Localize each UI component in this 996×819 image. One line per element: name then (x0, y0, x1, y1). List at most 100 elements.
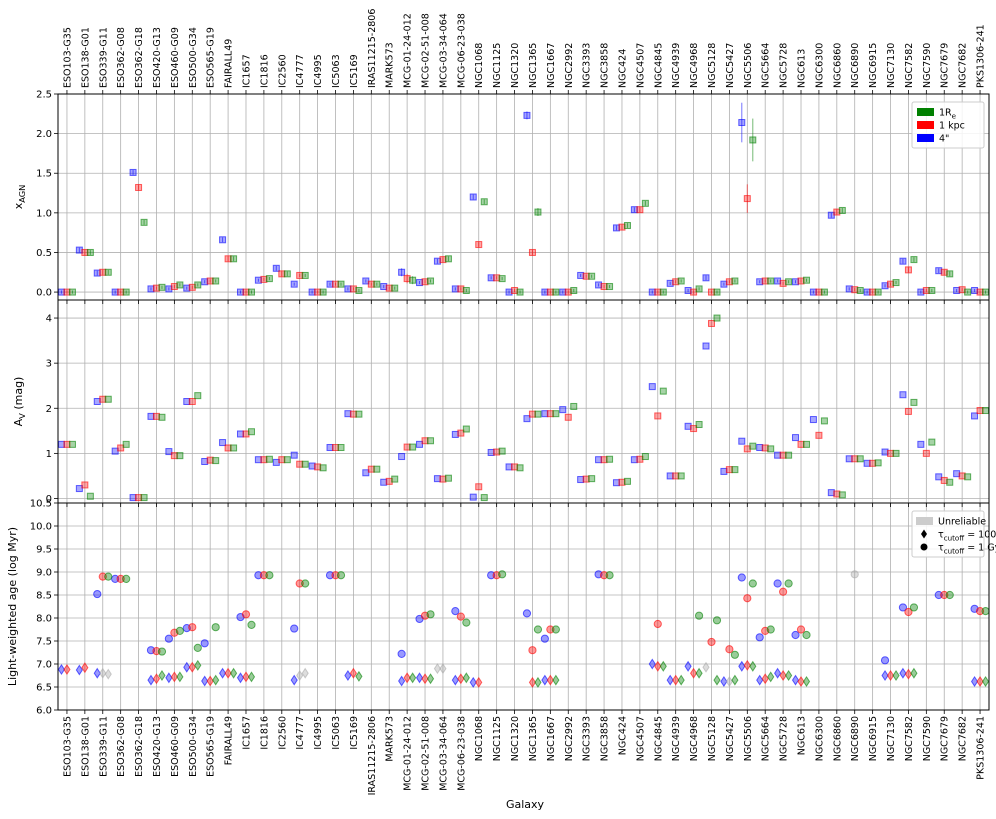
galaxy-label-bottom: NGC613 (797, 716, 808, 755)
age-100myr-1kpc (421, 673, 429, 685)
galaxy-label-bottom: ESO103-G35 (62, 716, 73, 777)
age-1gyr-1Re (301, 579, 310, 588)
legend-label: 4" (939, 134, 949, 145)
data-point-1kpc (654, 412, 662, 420)
data-point-1Re (820, 417, 828, 425)
data-point-1kpc (815, 431, 823, 439)
galaxy-label-top: MCG-01-24-012 (403, 13, 414, 88)
y-axis-label-xagn: xAGN (12, 185, 27, 210)
galaxy-label-top: NGC6915 (868, 43, 879, 88)
y-axis-label-av: AV (mag) (12, 377, 27, 427)
age-100myr-1Re (767, 671, 775, 683)
data-point-1Re (373, 465, 381, 473)
galaxy-label-bottom: NGC7590 (922, 716, 933, 761)
data-point-1Re (552, 288, 560, 296)
data-point-1Re (606, 455, 614, 463)
data-point-1Re (928, 438, 936, 446)
grid (58, 93, 989, 711)
age-1gyr-1kpc (116, 574, 125, 584)
age-1gyr-1Re (104, 572, 113, 581)
age-1gyr-1Re (533, 625, 543, 634)
age-100myr-4arcsec (147, 674, 155, 686)
y-tick-label: 0.0 (36, 288, 52, 299)
data-point-1kpc (528, 248, 536, 256)
age-100myr-1Re (247, 671, 256, 683)
galaxy-label-top: ESO460-G09 (170, 27, 181, 88)
data-point-1Re (337, 280, 345, 288)
age-1gyr-1kpc (653, 619, 662, 629)
age-100myr-4arcsec (702, 661, 710, 673)
data-point-1Re (427, 277, 435, 285)
data-point-4arcsec (129, 168, 137, 176)
data-point-1Re (230, 444, 238, 452)
age-1gyr-4arcsec (254, 571, 263, 580)
data-point-4arcsec (702, 274, 710, 282)
galaxy-label-bottom: IC1816 (259, 716, 270, 750)
galaxy-label-bottom: ESO565-G19 (206, 716, 217, 777)
galaxy-label-top: IC1657 (241, 54, 252, 88)
galaxy-label-bottom: NGC6300 (814, 716, 825, 761)
age-100myr-1kpc (296, 669, 304, 682)
data-point-1Re (534, 410, 542, 418)
y-tick-label: 9.0 (36, 568, 52, 579)
data-point-1kpc (904, 407, 912, 415)
age-1gyr-4arcsec (791, 630, 800, 640)
data-point-1Re (462, 425, 470, 433)
data-point-1Re (516, 288, 524, 296)
age-100myr-1kpc (672, 674, 680, 686)
galaxy-label-top: MCG-02-51-008 (421, 13, 432, 88)
data-point-1Re (606, 283, 614, 291)
data-point-1Re (140, 218, 148, 226)
y-tick-label: 2.5 (36, 90, 52, 101)
age-1gyr-1Re (336, 571, 346, 580)
galaxy-label-bottom: ESO339-G11 (98, 716, 109, 777)
y-tick-label: 3 (46, 359, 52, 370)
age-100myr-1Re (910, 667, 918, 679)
age-1gyr-1kpc (940, 590, 949, 600)
age-100myr-1Re (552, 674, 560, 686)
age-100myr-1kpc (224, 667, 232, 679)
age-1gyr-1kpc (528, 646, 537, 655)
data-point-1Re (104, 268, 112, 276)
data-point-1Re (641, 453, 649, 461)
galaxy-label-bottom: MCG-01-24-012 (403, 716, 414, 791)
age-100myr-1kpc (81, 662, 89, 674)
data-point-1Re (552, 410, 560, 418)
data-point-1Re (516, 464, 524, 472)
age-100myr-1kpc (904, 668, 913, 680)
galaxy-label-top: MARK573 (385, 42, 396, 88)
age-1gyr-4arcsec (540, 634, 549, 643)
data-point-1Re (68, 288, 76, 296)
galaxy-label-top: NGC5664 (761, 43, 772, 88)
galaxy-label-bottom: NGC3858 (600, 716, 611, 761)
data-point-4arcsec (75, 485, 83, 493)
data-point-4arcsec (219, 236, 227, 244)
age-1gyr-4arcsec (522, 609, 532, 618)
age-1gyr-1Re (694, 611, 704, 620)
data-point-4arcsec (648, 383, 656, 391)
panel-frame-xagn (57, 93, 990, 301)
data-point-1Re (749, 136, 757, 144)
data-point-1Re (194, 392, 202, 400)
galaxy-label-bottom: IC1657 (241, 716, 252, 750)
age-100myr-1kpc (546, 674, 554, 686)
data-point-1Re (212, 457, 220, 465)
galaxy-label-bottom: ESO362-G18 (134, 716, 145, 777)
data-point-4arcsec (362, 469, 370, 477)
legend-label: 1Re (939, 108, 956, 121)
data-point-1Re (158, 413, 166, 421)
data-point-1Re (247, 428, 255, 436)
age-100myr-1Re (462, 672, 470, 684)
age-100myr-4arcsec (93, 667, 101, 679)
data-point-1Re (910, 398, 918, 406)
age-100myr-4arcsec (648, 658, 656, 670)
y-tick-label: 10.5 (30, 499, 52, 510)
data-point-4arcsec (935, 473, 943, 481)
galaxy-label-bottom: ESO362-G08 (116, 716, 127, 777)
galaxy-label-top: NGC7682 (958, 43, 969, 88)
age-100myr-4arcsec (774, 667, 782, 679)
data-point-4arcsec (272, 264, 280, 272)
age-1gyr-1kpc (98, 572, 107, 581)
y-tick-label: 0.5 (36, 248, 52, 259)
